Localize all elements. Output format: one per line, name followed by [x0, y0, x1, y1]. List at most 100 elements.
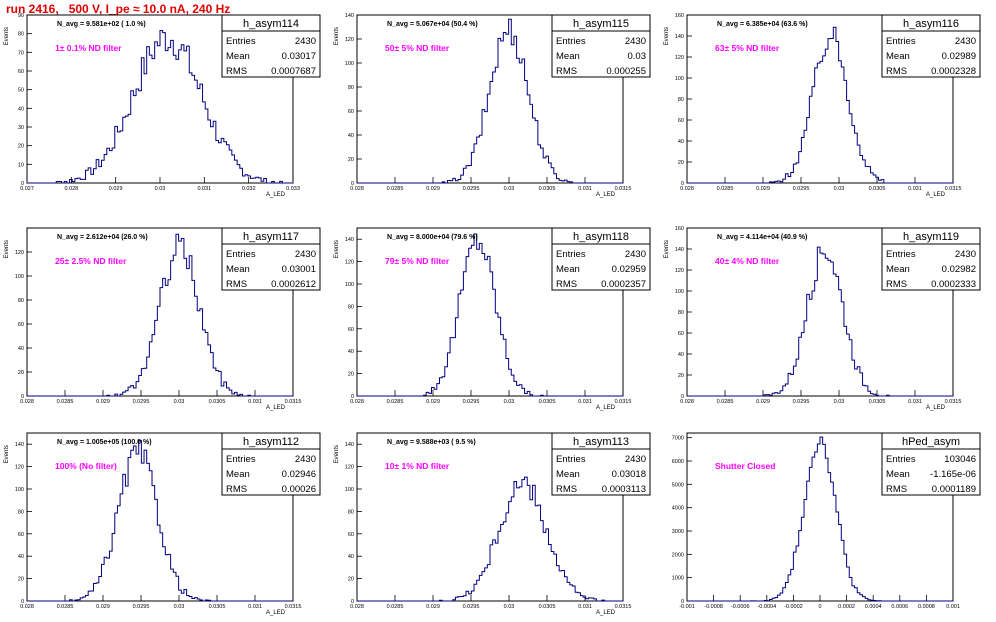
y-tick-label: 100: [15, 487, 24, 493]
x-tick-label: 0.0006: [891, 604, 908, 610]
x-tick-label: 0.0285: [57, 399, 74, 405]
stat-value-mean: 0.02989: [942, 51, 976, 62]
x-tick-label: 0.031: [908, 186, 922, 192]
x-tick-label: 0.0295: [133, 604, 150, 610]
y-tick-label: 60: [18, 69, 24, 75]
x-tick-label: 0.0295: [463, 186, 480, 192]
x-tick-label: 0.03: [834, 186, 845, 192]
y-tick-label: 0: [21, 599, 24, 605]
stat-value-mean: 0.03001: [282, 264, 316, 275]
x-axis-label: A_LED: [596, 610, 616, 616]
y-tick-label: 40: [18, 346, 24, 352]
x-tick-label: 0.028: [680, 399, 694, 405]
x-tick-label: 0.03: [174, 604, 185, 610]
n-avg-label: N_avg = 6.385e+04 (63.6 %): [717, 21, 808, 28]
y-tick-label: 80: [348, 304, 354, 310]
y-tick-label: 40: [18, 106, 24, 112]
stat-label-mean: Mean: [886, 264, 910, 275]
y-tick-label: 80: [348, 85, 354, 91]
y-tick-label: 40: [348, 133, 354, 139]
histogram-line: [687, 26, 953, 184]
y-tick-label: 60: [18, 322, 24, 328]
y-tick-label: 50: [18, 88, 24, 94]
histogram-panel-h_asym118: 0 20 40 60 80 100 120 140 0.028 0.0285 0.029 0.0295…: [334, 227, 651, 411]
x-tick-label: 0.0315: [285, 604, 302, 610]
y-tick-label: 120: [15, 250, 24, 256]
x-tick-label: 0.03: [174, 399, 185, 405]
histogram-panel-hPed_asym: 0 1000 2000 3000 4000 5000 6000 7000 -0.001 -0.00…: [672, 432, 981, 610]
x-tick-label: 0.031: [197, 186, 211, 192]
y-axis-label: Events: [664, 240, 670, 258]
stat-label-rms: RMS: [556, 66, 577, 77]
y-tick-label: 40: [348, 554, 354, 560]
stat-label-mean: Mean: [556, 264, 580, 275]
x-tick-label: 0.0315: [615, 399, 632, 405]
stat-value-entries: 2430: [955, 36, 976, 47]
x-tick-label: 0.0305: [539, 399, 556, 405]
y-axis-label: Events: [334, 240, 340, 258]
stat-label-rms: RMS: [556, 484, 577, 495]
stats-box: [221, 432, 321, 496]
stat-label-entries: Entries: [886, 454, 916, 465]
stat-label-rms: RMS: [886, 66, 907, 77]
stat-label-rms: RMS: [886, 279, 907, 290]
x-tick-label: 0.028: [20, 604, 34, 610]
y-tick-label: 120: [345, 37, 354, 43]
x-tick-label: 0.0285: [717, 186, 734, 192]
x-tick-label: 0.031: [578, 186, 592, 192]
y-tick-label: 6000: [672, 459, 684, 465]
n-avg-label: N_avg = 8.000e+04 (79.6 %): [387, 234, 478, 241]
y-tick-label: 140: [345, 442, 354, 448]
y-tick-label: 4000: [672, 506, 684, 512]
stat-value-rms: 0.00026: [282, 484, 316, 495]
stat-value-rms: 0.000255: [606, 66, 646, 77]
y-tick-label: 0: [681, 181, 684, 187]
stat-label-entries: Entries: [226, 249, 256, 260]
histogram-name: h_asym116: [903, 18, 959, 30]
filter-label: 50± 5% ND filter: [385, 43, 450, 53]
y-tick-label: 90: [18, 13, 24, 19]
y-tick-label: 30: [18, 125, 24, 131]
y-tick-label: 80: [678, 97, 684, 103]
y-tick-label: 140: [345, 13, 354, 19]
x-tick-label: 0.0315: [615, 604, 632, 610]
x-tick-label: 0.0305: [869, 186, 886, 192]
y-tick-label: 80: [18, 298, 24, 304]
x-tick-label: 0.029: [426, 604, 440, 610]
filter-label: 100% (No filter): [55, 461, 117, 471]
y-tick-label: 7000: [672, 436, 684, 442]
y-tick-label: 20: [348, 157, 354, 163]
y-tick-label: 100: [15, 274, 24, 280]
y-tick-label: 60: [348, 109, 354, 115]
stat-label-rms: RMS: [886, 484, 907, 495]
y-axis-label: Events: [4, 27, 10, 45]
plot-frame: [356, 14, 624, 184]
filter-label: Shutter Closed: [715, 461, 775, 471]
x-tick-label: 0.0295: [463, 604, 480, 610]
histogram-name: h_asym117: [243, 231, 299, 243]
x-axis-label: A_LED: [596, 192, 616, 198]
x-tick-label: 0.0008: [918, 604, 935, 610]
y-tick-label: 0: [681, 394, 684, 400]
filter-label: 40± 4% ND filter: [715, 256, 780, 266]
x-tick-label: 0.028: [20, 399, 34, 405]
histogram-panel-h_asym117: 0 20 40 60 80 100 120 0.028 0.0285 0.029 0.0295 0.0…: [4, 227, 321, 411]
stat-value-rms: 0.0002328: [931, 66, 976, 77]
y-tick-label: 120: [675, 55, 684, 61]
x-tick-label: 0.0315: [615, 186, 632, 192]
y-tick-label: 3000: [672, 529, 684, 535]
x-tick-label: 0.0315: [945, 399, 962, 405]
y-tick-label: 160: [675, 13, 684, 19]
stats-box: [881, 14, 981, 78]
x-tick-label: 0.0305: [209, 399, 226, 405]
stat-label-entries: Entries: [556, 249, 586, 260]
y-tick-label: 10: [18, 162, 24, 168]
n-avg-label: N_avg = 5.067e+04 (50.4 %): [387, 21, 478, 28]
x-tick-label: 0.0285: [387, 186, 404, 192]
stat-label-mean: Mean: [556, 51, 580, 62]
x-tick-label: 0.001: [946, 604, 960, 610]
histogram-line: [27, 233, 293, 397]
histogram-name: h_asym118: [573, 231, 629, 243]
histogram-panel-h_asym114: 0 10 20 30 40 50 60 70 80 90 0.027 0.028 0.029 0.03 0.…: [4, 13, 321, 198]
filter-label: 79± 5% ND filter: [385, 256, 450, 266]
